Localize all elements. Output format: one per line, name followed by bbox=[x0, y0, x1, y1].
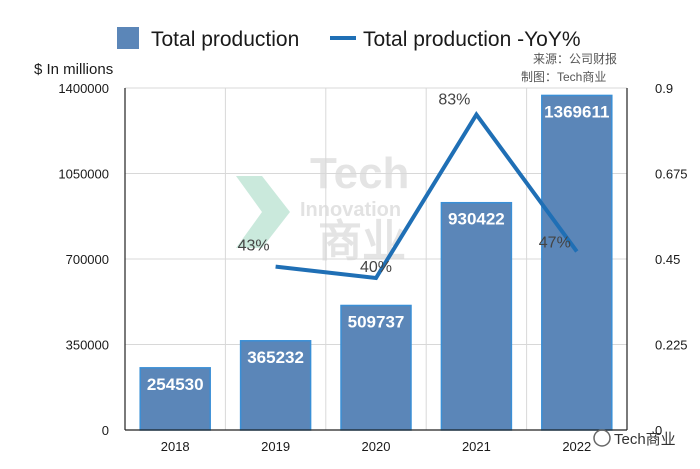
source-line-1: 来源：公司财报 bbox=[533, 51, 617, 66]
right-tick-label: 0 bbox=[655, 423, 662, 438]
x-axis-ticks: 2018 2019 2020 2021 2022 bbox=[161, 439, 592, 454]
bar-value-label: 509737 bbox=[348, 312, 405, 331]
left-axis-ticks: 0 350000 700000 1050000 1400000 bbox=[58, 81, 109, 438]
yoy-value-label: 43% bbox=[238, 238, 270, 255]
legend-bar-swatch bbox=[117, 27, 139, 49]
yoy-line bbox=[275, 111, 579, 281]
left-tick-label: 350000 bbox=[66, 338, 109, 353]
bar-2019 bbox=[239, 340, 312, 431]
watermark-sub: Innovation bbox=[300, 199, 401, 221]
left-axis-unit: $ In millions bbox=[34, 61, 113, 78]
source-line-2: 制图：Tech商业 bbox=[521, 69, 606, 84]
left-tick-label: 1050000 bbox=[58, 167, 109, 182]
watermark-cn: 商业 bbox=[318, 217, 406, 266]
x-tick-label: 2021 bbox=[462, 439, 491, 454]
brand-text: Tech商业 bbox=[614, 431, 676, 448]
x-tick-label: 2019 bbox=[261, 439, 290, 454]
left-tick-label: 700000 bbox=[66, 252, 109, 267]
left-tick-label: 0 bbox=[102, 423, 109, 438]
yoy-value-label: 47% bbox=[539, 234, 571, 251]
x-tick-label: 2022 bbox=[562, 439, 591, 454]
watermark-chevron bbox=[236, 176, 290, 248]
yoy-value-label: 83% bbox=[438, 92, 470, 109]
right-tick-label: 0.675 bbox=[655, 167, 688, 182]
bar-value-label: 1369611 bbox=[544, 102, 609, 121]
bar-2022 bbox=[541, 94, 613, 431]
x-tick-label: 2018 bbox=[161, 439, 190, 454]
legend: Total production Total production -YoY% bbox=[117, 27, 581, 51]
right-tick-label: 0.225 bbox=[655, 338, 688, 353]
brand-badge: Tech商业 bbox=[593, 429, 676, 448]
bar-value-label: 254530 bbox=[147, 375, 204, 394]
yoy-series-line bbox=[275, 111, 579, 281]
right-tick-label: 0.9 bbox=[655, 81, 673, 96]
chat-icon bbox=[593, 429, 611, 447]
bar-value-label: 365232 bbox=[247, 348, 304, 367]
bar-value-label: 930422 bbox=[448, 210, 505, 229]
right-tick-label: 0.45 bbox=[655, 252, 680, 267]
yoy-value-label: 40% bbox=[360, 259, 392, 276]
left-tick-label: 1400000 bbox=[58, 81, 109, 96]
right-axis-ticks: 0 0.225 0.45 0.675 0.9 bbox=[655, 81, 688, 438]
bar-2021 bbox=[440, 201, 513, 431]
data-labels: 254530 365232 509737 930422 1369611 43% 40% 83%… bbox=[147, 92, 610, 394]
x-tick-label: 2020 bbox=[362, 439, 391, 454]
axes bbox=[124, 88, 628, 431]
legend-line-label: Total production -YoY% bbox=[363, 28, 581, 51]
bar-2020 bbox=[340, 304, 412, 431]
legend-bar-label: Total production bbox=[151, 28, 299, 51]
